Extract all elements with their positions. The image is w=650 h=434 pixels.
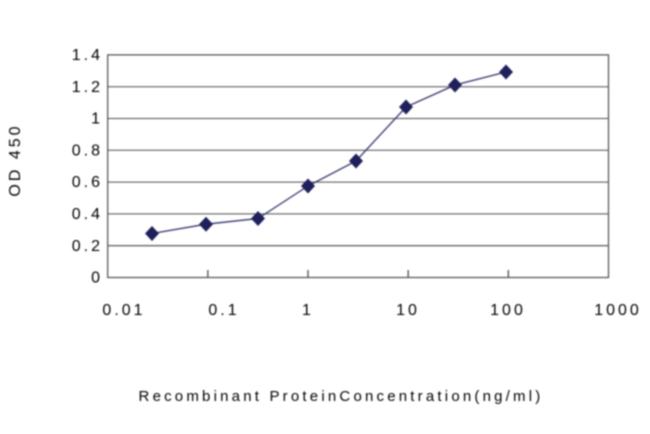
svg-text:1: 1 [91,111,103,128]
svg-text:1000: 1000 [594,302,642,319]
svg-text:1.2: 1.2 [72,79,103,96]
svg-text:1: 1 [302,302,314,319]
svg-text:100: 100 [490,302,526,319]
svg-text:0.8: 0.8 [72,142,103,159]
svg-text:0.01: 0.01 [102,302,145,319]
svg-text:10: 10 [396,302,420,319]
svg-text:1.4: 1.4 [72,47,103,64]
svg-text:0.6: 0.6 [72,174,103,191]
svg-text:0.1: 0.1 [208,302,239,319]
svg-text:0.4: 0.4 [72,206,103,223]
svg-text:OD 450: OD 450 [7,123,24,196]
svg-text:0: 0 [91,270,103,287]
svg-text:Recombinant ProteinConcentrati: Recombinant ProteinConcentration(ng/ml) [139,388,544,405]
svg-text:0.2: 0.2 [72,238,103,255]
